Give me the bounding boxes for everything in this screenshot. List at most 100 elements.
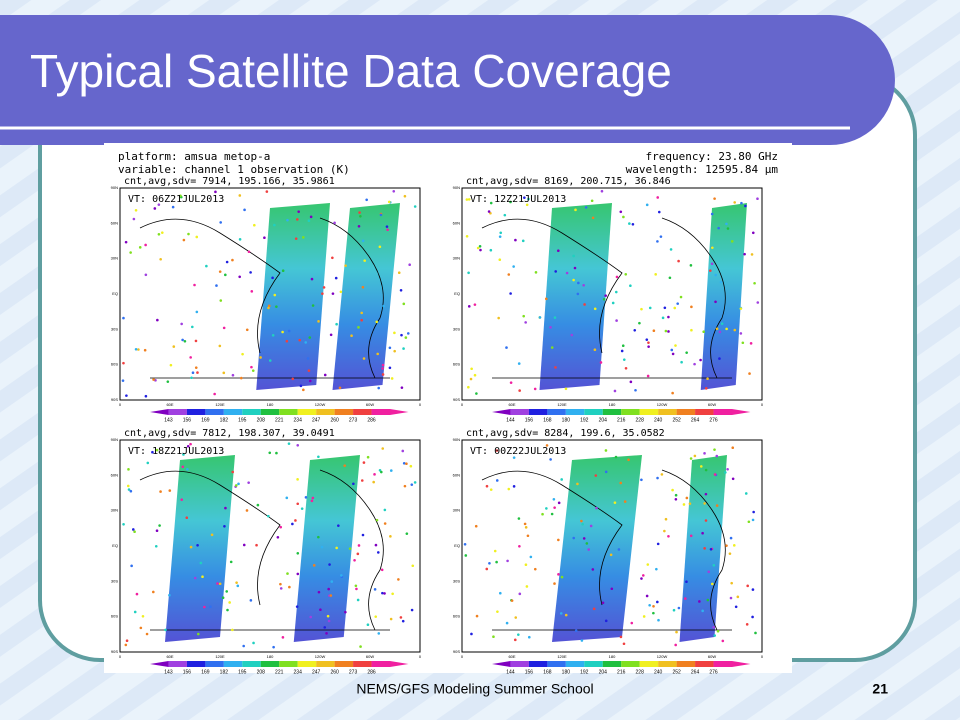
observation-dot [122,522,125,526]
observation-dot [152,590,155,594]
observation-dot [186,444,190,448]
observation-dot [630,621,634,625]
observation-dot [388,346,392,350]
observation-dot [245,509,249,512]
observation-dot [190,376,193,380]
observation-dot [464,554,468,557]
colorbar-box [621,661,640,667]
observation-dot [505,621,509,625]
observation-dot [201,575,204,579]
observation-dot [661,316,665,320]
observation-dot [182,453,185,456]
panel-stats: cnt,avg,sdv= 7812, 198.307, 39.0491 [124,428,335,439]
observation-dot [582,283,585,287]
observation-dot [159,490,162,493]
observation-dot [243,208,246,212]
observation-dot [344,264,347,267]
observation-dot [573,266,577,270]
wavelength: wavelength: 12595.84 μm [626,163,779,176]
observation-dot [404,336,408,339]
valid-time: VT: 12Z21JUL2013 [470,194,566,205]
observation-dot [652,604,655,608]
observation-dot [234,484,238,487]
observation-dot [372,480,375,484]
observation-dot [357,326,360,329]
observation-dot [592,607,596,611]
observation-dot [689,264,693,267]
observation-dot [619,635,623,639]
observation-dot [659,235,663,238]
observation-dot [409,464,413,468]
observation-dot [673,306,677,310]
observation-dot [323,373,327,377]
observation-dot [594,474,598,477]
observation-dot [183,339,187,343]
observation-dot [392,189,396,193]
observation-dot [333,221,336,225]
observation-dot [304,496,308,499]
observation-dot [675,630,678,634]
colorbar-box [658,661,677,667]
observation-dot [478,244,482,248]
observation-dot [717,226,720,230]
observation-dot [513,638,517,642]
observation-dot [753,281,756,285]
observation-dot [402,302,406,306]
observation-dot [375,320,379,324]
lon-label: 120E [215,402,225,407]
observation-dot [609,553,613,557]
observation-dot [381,363,385,367]
observation-dot [743,252,746,256]
lat-label: 60S [111,362,118,367]
observation-dot [572,278,575,282]
observation-dot [125,639,129,642]
colorbar-box [334,409,354,415]
observation-dot [656,240,659,243]
observation-dot [554,366,557,369]
observation-dot [413,481,417,484]
observation-dot [381,367,384,370]
observation-dot [281,269,285,273]
observation-dot [557,573,560,576]
lon-label: 120E [557,654,567,659]
observation-dot [602,297,606,301]
lat-label: 90S [111,649,118,654]
observation-dot [388,366,392,370]
observation-dot [572,536,576,540]
observation-dot [610,587,614,591]
colorbar-box [658,409,677,415]
observation-dot [670,348,674,352]
lat-label: EQ [454,543,460,548]
observation-dot [640,478,643,482]
colorbar-box [639,409,659,415]
colorbar-box [510,409,529,415]
observation-dot [514,238,517,242]
observation-dot [495,560,498,564]
colorbar-label: 252 [672,417,681,423]
colorbar-label: 156 [525,669,534,675]
observation-dot [751,231,755,235]
observation-dot [296,443,300,447]
observation-dot [718,330,722,334]
observation-dot [154,544,158,548]
observation-dot [680,360,683,364]
observation-dot [699,358,702,362]
observation-dot [522,314,525,318]
observation-dot [180,322,183,326]
colorbar-label: 264 [691,417,700,423]
observation-dot [389,617,393,621]
observation-dot [273,223,276,227]
observation-dot [320,545,324,549]
observation-dot [302,236,305,239]
observation-dot [134,208,138,212]
observation-dot [329,594,333,597]
observation-dot [191,325,194,329]
observation-dot [334,276,338,280]
observation-dot [376,551,380,554]
observation-dot [241,352,244,356]
observation-dot [196,371,199,374]
observation-dot [252,641,255,645]
lat-label: 30N [453,508,460,513]
colorbar-box [260,661,280,667]
observation-dot [614,455,618,459]
